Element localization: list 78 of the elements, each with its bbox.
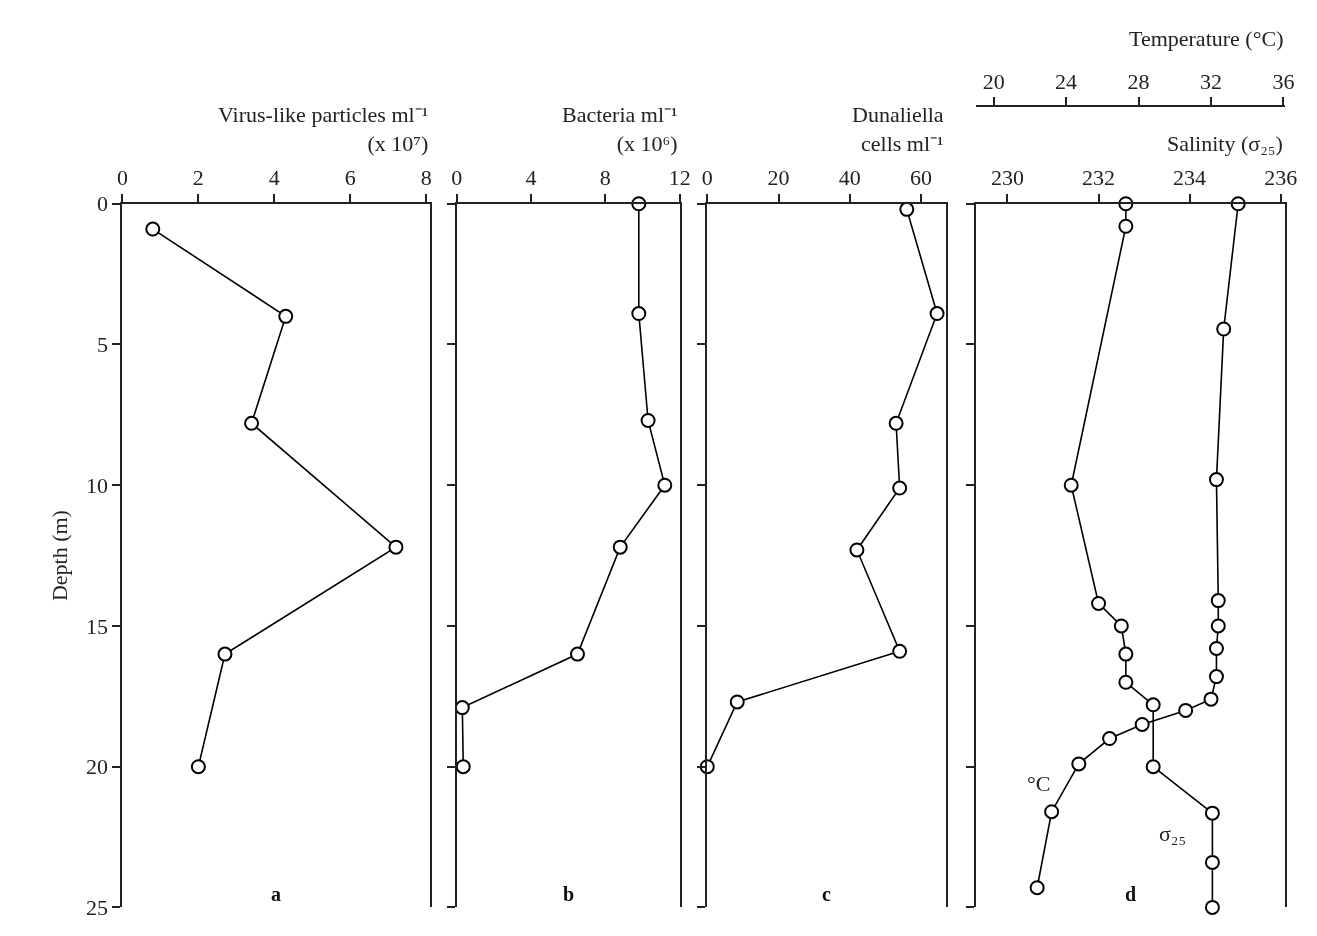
x-tick-label: 0 — [116, 164, 128, 190]
x-tick-label: 6 — [344, 164, 356, 190]
point — [1102, 731, 1118, 747]
point — [1208, 472, 1224, 488]
text: c — [822, 883, 831, 905]
point — [455, 759, 471, 775]
series-label: °C — [1027, 771, 1051, 796]
x-tick-label: 4 — [525, 164, 537, 190]
point — [1118, 218, 1134, 234]
x-tick-label: 20 — [767, 164, 790, 190]
point — [1203, 691, 1219, 707]
y-tick-label: 20 — [85, 754, 108, 780]
x2-tick-label: 20 — [982, 68, 1005, 94]
x-tick-label: 8 — [599, 164, 611, 190]
point — [1118, 674, 1134, 690]
point — [892, 643, 908, 659]
x-tick-label: 40 — [838, 164, 861, 190]
x2-tick-label: 36 — [1272, 68, 1295, 94]
y-tick-label: 15 — [85, 613, 108, 639]
y-tick-label: 25 — [85, 895, 108, 921]
x2-tick-label: 24 — [1055, 68, 1078, 94]
text: d — [1125, 883, 1137, 905]
y-tick-label: 10 — [85, 472, 108, 498]
y-axis-title: Depth (m) — [47, 510, 73, 602]
point — [1210, 593, 1226, 609]
x-tick-label: 2 — [192, 164, 204, 190]
x2-axis-title: Temperature (°C) — [1129, 26, 1284, 51]
point — [929, 306, 945, 322]
point — [1029, 880, 1045, 896]
x-tick-label: 60 — [910, 164, 933, 190]
point — [899, 201, 915, 217]
x-tick-label: 4 — [268, 164, 280, 190]
x-axis-title: Dunaliella cells ml⁻¹ — [852, 102, 944, 156]
point — [1204, 805, 1220, 821]
point — [1178, 702, 1194, 718]
point — [849, 542, 865, 558]
point — [1063, 477, 1079, 493]
point — [729, 694, 745, 710]
point — [1204, 854, 1220, 870]
point — [1118, 646, 1134, 662]
point — [1208, 640, 1224, 656]
point — [1134, 716, 1150, 732]
point — [1071, 756, 1087, 772]
x-tick-label: 230 — [990, 164, 1024, 190]
point — [1113, 618, 1129, 634]
text: a — [271, 883, 281, 905]
x2-tick-label: 32 — [1200, 68, 1223, 94]
point — [570, 646, 585, 662]
point — [1208, 669, 1224, 685]
point — [631, 306, 647, 322]
x-tick-label: 0 — [701, 164, 713, 190]
x-tick-label: 12 — [668, 164, 691, 190]
point — [454, 700, 470, 716]
x-tick-label: 236 — [1264, 164, 1298, 190]
point — [1204, 899, 1220, 915]
x2-tick-label: 28 — [1127, 68, 1150, 94]
x-tick-label: 0 — [451, 164, 463, 190]
x-tick-label: 234 — [1173, 164, 1207, 190]
point — [888, 415, 904, 431]
x-axis-title: Bacteria ml⁻¹ (x 10⁶) — [562, 102, 678, 156]
point — [1145, 697, 1161, 713]
x-axis-title: Virus-like particles ml⁻¹ (x 10⁷) — [218, 102, 429, 156]
y-tick-label: 5 — [96, 332, 108, 358]
point — [612, 539, 628, 555]
point — [657, 477, 673, 493]
y-tick-label: 0 — [96, 191, 108, 217]
point — [1210, 618, 1226, 634]
point — [1044, 804, 1060, 820]
point — [1216, 321, 1232, 337]
x-axis-title: Salinity (σ₂₅) — [1167, 131, 1283, 156]
x-tick-label: 8 — [420, 164, 432, 190]
series-label: σ₂₅ — [1159, 821, 1187, 846]
point — [892, 480, 908, 496]
x-tick-label: 232 — [1082, 164, 1116, 190]
point — [1145, 759, 1161, 775]
point — [1091, 595, 1107, 611]
text: b — [563, 883, 575, 905]
point — [640, 412, 656, 428]
